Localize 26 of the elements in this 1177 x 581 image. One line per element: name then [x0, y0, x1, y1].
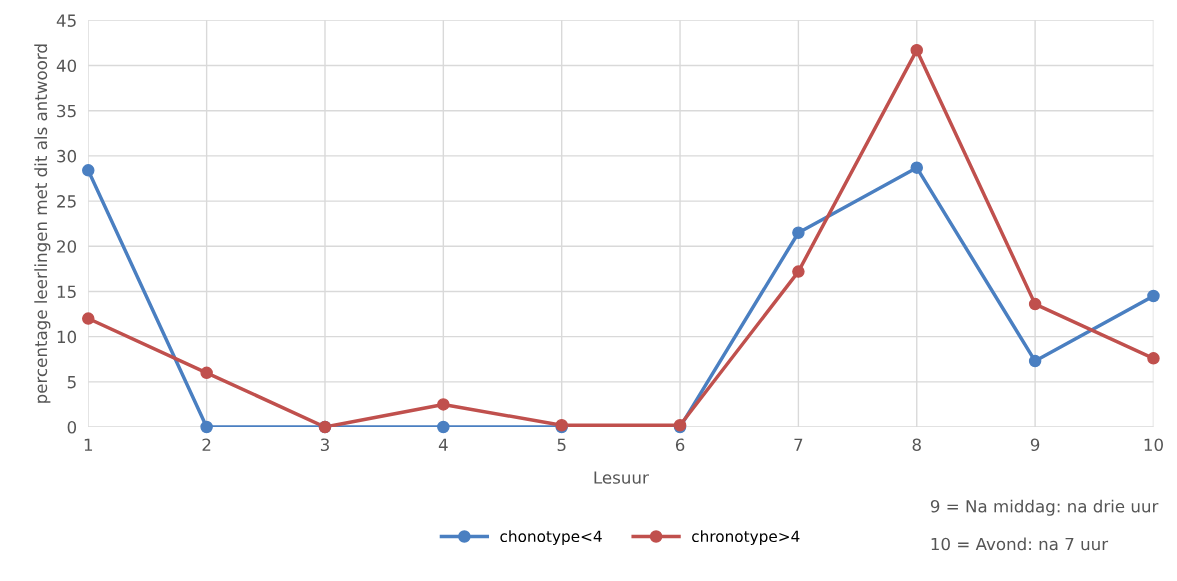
y-tick-label: 5: [67, 376, 76, 389]
y-tick-label: 25: [57, 195, 76, 208]
y-tick-label: 45: [56, 14, 76, 27]
y-axis-title: percentage leerlingen met dit als antwoord: [34, 44, 51, 403]
x-tick-label: 2: [202, 438, 211, 451]
legend-label: chronotype>4: [692, 530, 800, 546]
x-tick-label: 7: [794, 438, 803, 451]
x-tick-label: 6: [675, 438, 685, 452]
x-tick-label: 3: [320, 438, 329, 452]
text: 9 = Na middag: na drie uur: [930, 499, 1159, 516]
y-tick-label: 40: [56, 59, 77, 73]
y-tick-label: 10: [57, 330, 77, 344]
y-tick-label: 35: [57, 104, 76, 118]
text: 10 = Avond: na 7 uur: [931, 537, 1109, 551]
x-tick-label: 1: [84, 438, 93, 451]
x-axis-title: Lesuur: [594, 471, 649, 484]
x-tick-label: 4: [438, 438, 448, 451]
y-tick-label: 20: [57, 240, 77, 253]
legend-label: chonotype<4: [500, 530, 602, 546]
x-tick-label: 10: [1144, 438, 1163, 452]
y-tick-label: 15: [57, 285, 76, 299]
x-tick-label: 5: [557, 438, 566, 452]
x-tick-label: 9: [1030, 438, 1040, 452]
y-tick-label: 30: [57, 149, 77, 163]
x-tick-label: 8: [912, 438, 921, 452]
y-tick-label: 0: [67, 421, 77, 434]
